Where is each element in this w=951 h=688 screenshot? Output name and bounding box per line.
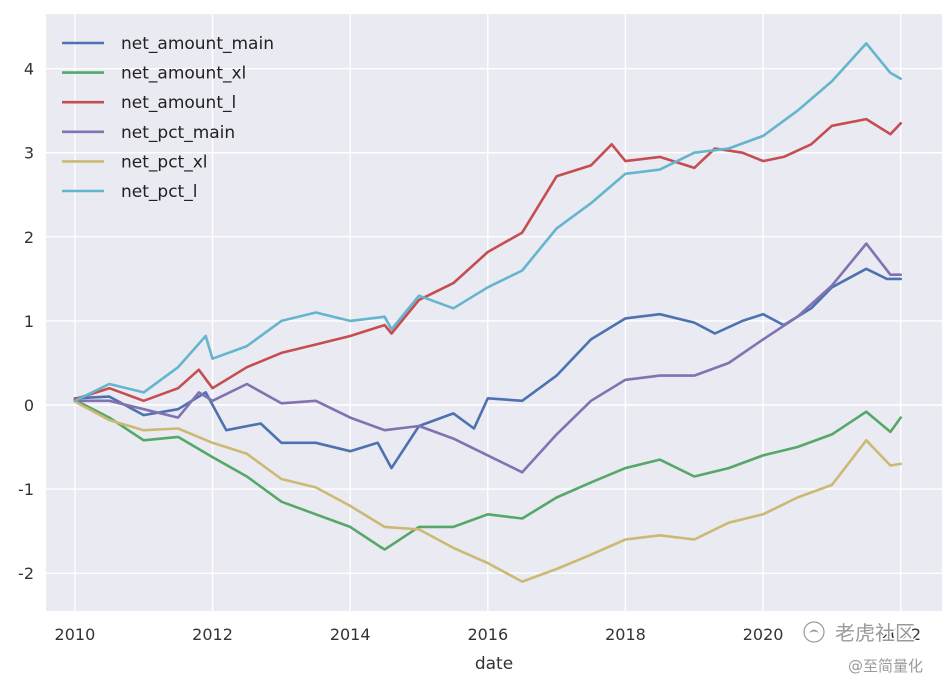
y-tick-label: 3 [24, 144, 34, 163]
x-axis-label: date [475, 654, 513, 674]
legend: net_amount_main net_amount_xl net_amount_l… [62, 34, 274, 202]
y-tick-label: -1 [18, 480, 34, 499]
series-line-net_pct_l [73, 42, 902, 403]
watermark-brand: 老虎社区 [835, 621, 915, 645]
series-lines [73, 42, 902, 583]
series-line-net_pct_main [73, 242, 902, 474]
x-tick-label: 2018 [605, 625, 646, 644]
series-line-net_amount_xl [73, 398, 902, 551]
legend-label: net_amount_xl [121, 64, 246, 84]
x-tick-label: 2022 [880, 625, 921, 644]
x-tick-label: 2016 [467, 625, 508, 644]
x-tick-label: 2020 [743, 625, 784, 644]
y-tick-label: 4 [24, 60, 34, 79]
x-tick-label: 2010 [55, 625, 96, 644]
y-tick-label: 0 [24, 396, 34, 415]
legend-label: net_pct_xl [121, 152, 208, 172]
legend-label: net_pct_l [121, 182, 197, 202]
y-tick-labels: -2 -1 0 1 2 3 4 [18, 60, 34, 584]
y-tick-label: 1 [24, 312, 34, 331]
legend-label: net_amount_main [121, 34, 274, 54]
y-tick-label: 2 [24, 228, 34, 247]
legend-label: net_amount_l [121, 93, 236, 113]
legend-label: net_pct_main [121, 123, 235, 143]
series-line-net_pct_xl [73, 400, 902, 583]
y-tick-label: -2 [18, 564, 34, 583]
watermark-author: @至简量化 [848, 657, 923, 675]
x-tick-labels: 2010 2012 2014 2016 2018 2020 2022 [55, 625, 922, 644]
watermark: 老虎社区 @至简量化 [802, 620, 923, 675]
x-tick-label: 2012 [192, 625, 233, 644]
series-line-net_amount_l [73, 117, 902, 403]
tiger-logo-icon [802, 620, 826, 644]
x-tick-label: 2014 [330, 625, 371, 644]
